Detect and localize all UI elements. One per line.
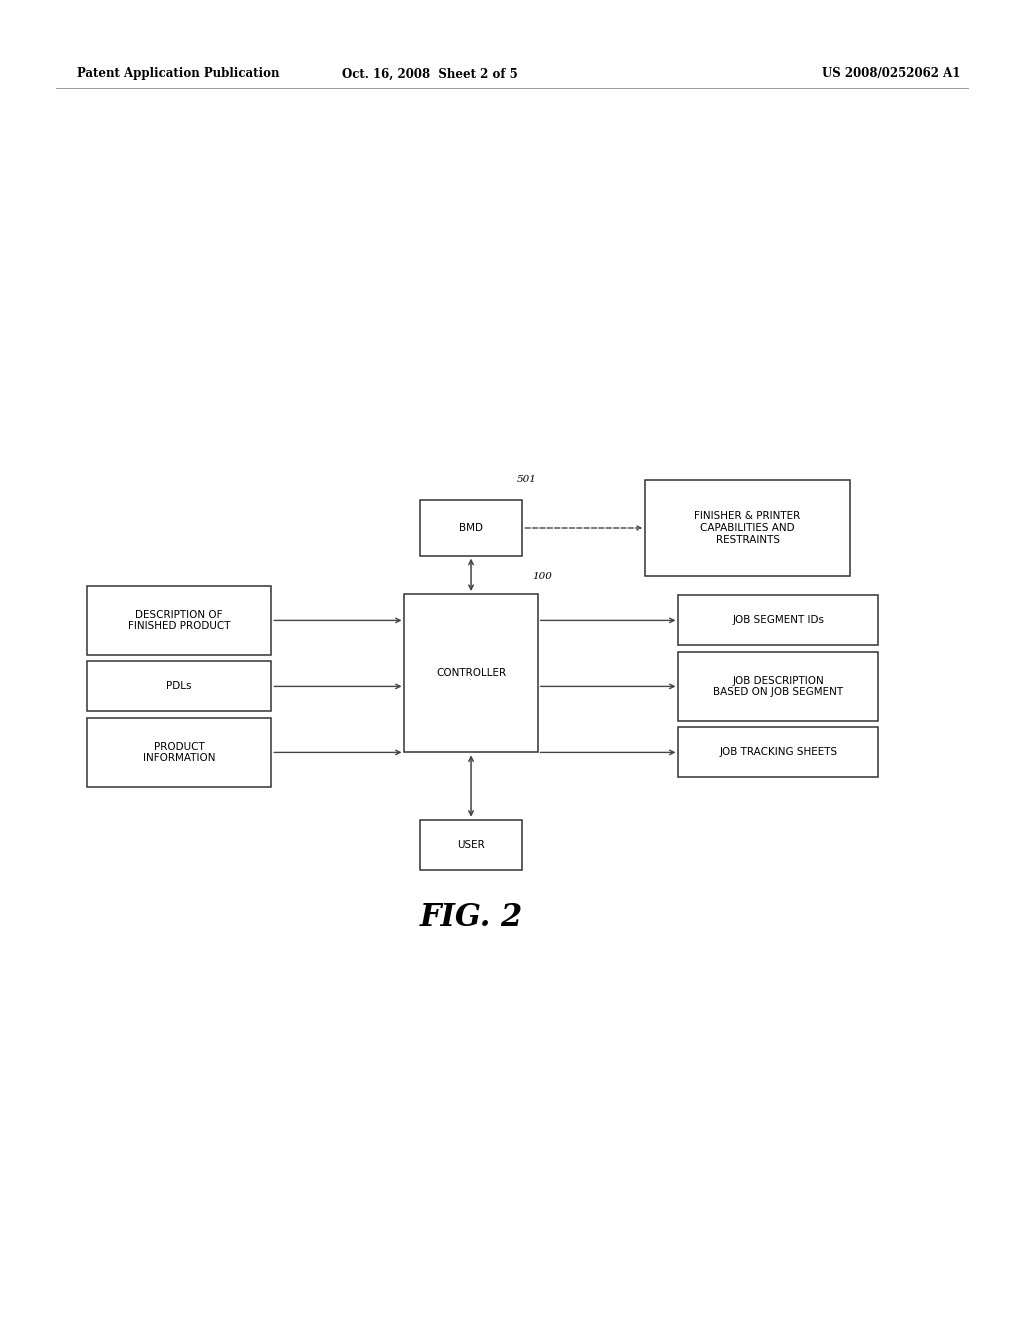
Text: US 2008/0252062 A1: US 2008/0252062 A1 [821,67,961,81]
Text: 100: 100 [532,572,552,581]
Text: DESCRIPTION OF
FINISHED PRODUCT: DESCRIPTION OF FINISHED PRODUCT [128,610,230,631]
Bar [678,727,878,777]
Bar [87,586,271,655]
Bar [404,594,538,752]
Bar [420,820,522,870]
Text: JOB SEGMENT IDs: JOB SEGMENT IDs [732,615,824,626]
Text: PDLs: PDLs [167,681,191,692]
Bar [678,652,878,721]
Text: FINISHER & PRINTER
CAPABILITIES AND
RESTRAINTS: FINISHER & PRINTER CAPABILITIES AND REST… [694,511,801,545]
Text: BMD: BMD [459,523,483,533]
Text: JOB DESCRIPTION
BASED ON JOB SEGMENT: JOB DESCRIPTION BASED ON JOB SEGMENT [713,676,844,697]
Text: PRODUCT
INFORMATION: PRODUCT INFORMATION [143,742,215,763]
Bar [87,661,271,711]
Text: FIG. 2: FIG. 2 [420,902,522,933]
Text: Oct. 16, 2008  Sheet 2 of 5: Oct. 16, 2008 Sheet 2 of 5 [342,67,518,81]
Bar [87,718,271,787]
Text: CONTROLLER: CONTROLLER [436,668,506,678]
Bar [420,500,522,556]
Text: JOB TRACKING SHEETS: JOB TRACKING SHEETS [719,747,838,758]
Text: USER: USER [457,840,485,850]
Text: Patent Application Publication: Patent Application Publication [77,67,280,81]
Text: 501: 501 [517,475,537,484]
Bar [645,480,850,576]
Bar [678,595,878,645]
